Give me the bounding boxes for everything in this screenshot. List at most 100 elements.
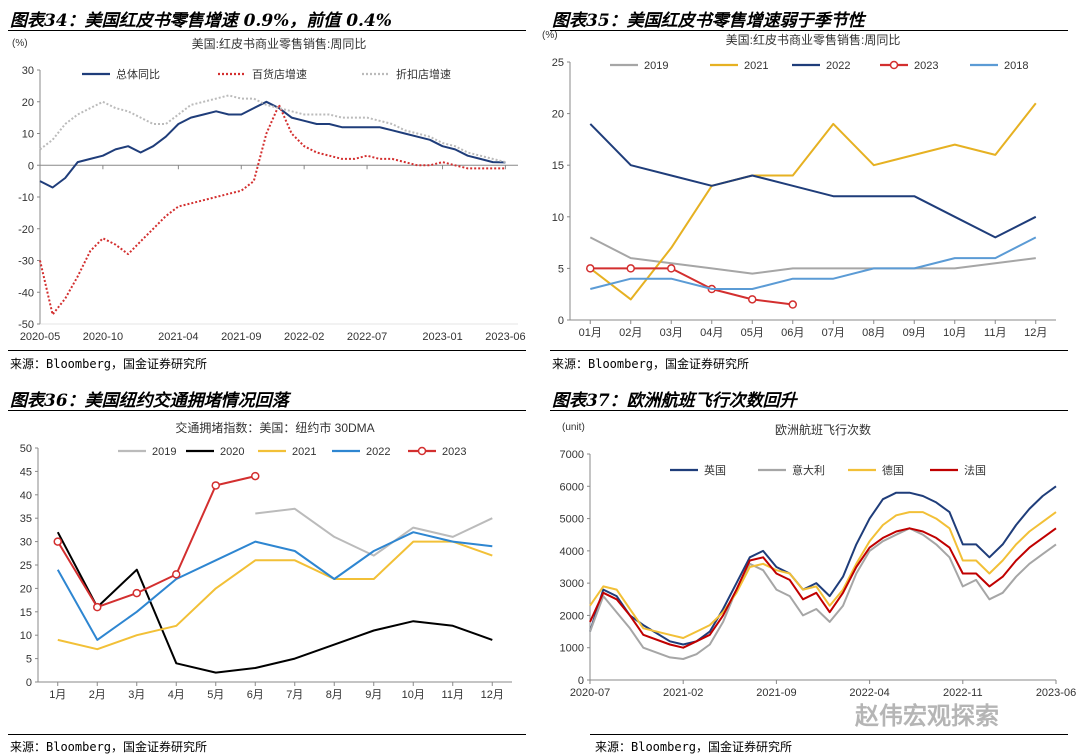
- y-tick-label: 20: [22, 97, 34, 109]
- x-tick-label: 08月: [862, 327, 885, 339]
- y-tick-label: 4000: [560, 546, 584, 558]
- x-tick-label: 07月: [822, 327, 845, 339]
- y-tick-label: -20: [18, 224, 34, 236]
- legend-label: 2019: [152, 446, 176, 458]
- series-line-德国: [589, 511, 1057, 639]
- y-axis-unit: (unit): [562, 422, 585, 433]
- legend-label: 2021: [744, 60, 768, 72]
- legend-label: 法国: [964, 463, 986, 477]
- x-tick-label: 12月: [1024, 327, 1047, 339]
- series-marker-2023: [586, 264, 595, 273]
- series-marker-2023: [93, 602, 102, 612]
- chart-title: 交通拥堵指数：美国：纽约市 30DMA: [175, 420, 374, 435]
- legend-label: 意大利: [792, 463, 825, 477]
- y-tick-label: 5: [558, 263, 564, 275]
- legend-label: 2022: [366, 446, 390, 458]
- series-line-总体同比: [39, 100, 506, 189]
- y-tick-label: 35: [20, 513, 32, 525]
- x-tick-label: 7月: [286, 689, 303, 701]
- y-tick-label: 3000: [560, 578, 584, 590]
- x-tick-label: 2022-04: [849, 687, 889, 699]
- x-tick-label: 09月: [903, 327, 926, 339]
- y-tick-label: 40: [20, 490, 32, 502]
- x-tick-label: 12月: [481, 689, 504, 701]
- series-line-2021: [57, 540, 493, 651]
- series-line-2021: [589, 102, 1037, 301]
- panel-title-36: 图表36：美国纽约交通拥堵情况回落: [10, 391, 289, 411]
- series-marker-2023: [788, 300, 797, 309]
- y-tick-label: 0: [578, 675, 584, 687]
- title-rule: [550, 410, 1068, 411]
- legend-label: 2020: [220, 446, 244, 458]
- series-marker-2023: [53, 537, 62, 546]
- y-tick-label: 10: [20, 630, 32, 642]
- y-tick-label: 7000: [560, 449, 584, 461]
- x-tick-label: 04月: [700, 327, 723, 339]
- x-tick-label: 2023-06: [1036, 687, 1076, 699]
- chart-nyc-traffic: 交通拥堵指数：美国：纽约市 30DMA504540353025201510501…: [20, 420, 512, 701]
- y-axis-unit: (%): [542, 30, 558, 41]
- y-tick-label: 5: [26, 654, 32, 666]
- series-line-2019: [255, 507, 493, 557]
- series-line-2019: [589, 236, 1036, 275]
- y-tick-label: 20: [20, 583, 32, 595]
- y-tick-label: 15: [552, 160, 564, 172]
- source-rule: [550, 350, 1068, 351]
- x-tick-label: 2020-05: [20, 331, 60, 343]
- y-tick-label: 0: [26, 677, 32, 689]
- series-line-百货店增速: [39, 103, 506, 316]
- x-tick-label: 1月: [49, 689, 66, 701]
- legend-label: 折扣店增速: [396, 67, 451, 81]
- x-tick-label: 2月: [89, 689, 106, 701]
- y-tick-label: 30: [22, 65, 34, 77]
- panel-title-34: 图表34：美国红皮书零售增速 0.9%，前值 0.4%: [10, 11, 392, 31]
- series-line-2020: [56, 531, 493, 674]
- chart-europe-flights: 欧洲航班飞行次数 (unit) 7000 6000 5000 4000 3000 2000 10…: [560, 422, 1077, 699]
- source-rule: [8, 734, 526, 735]
- source-rule: [590, 734, 1068, 735]
- legend-label: 2018: [1004, 60, 1028, 72]
- series-marker-2023: [748, 295, 757, 304]
- watermark: 赵伟宏观探索: [855, 702, 999, 730]
- legend-marker-2023: [889, 60, 899, 70]
- chart-title: 美国:红皮书商业零售销售:周同比: [726, 32, 901, 47]
- legend-label: 德国: [882, 463, 904, 477]
- y-tick-label: -30: [18, 256, 34, 268]
- y-tick-label: 25: [552, 57, 564, 69]
- x-tick-label: 2022-11: [943, 687, 983, 699]
- y-tick-label: 20: [552, 109, 564, 121]
- x-tick-label: 2020-10: [83, 331, 123, 343]
- series-line-2023: [56, 475, 256, 609]
- series-line-折扣店增速: [39, 94, 506, 164]
- x-tick-label: 05月: [741, 327, 764, 339]
- y-tick-label: 30: [20, 537, 32, 549]
- y-tick-label: 45: [20, 466, 32, 478]
- chart-redbook-seasonality: 美国:红皮书商业零售销售:周同比 (%) 25 20 15 10 5 0 01月 02月 03月 04…: [542, 30, 1056, 339]
- y-tick-label: 0: [558, 315, 564, 327]
- series-marker-2023: [172, 570, 181, 579]
- y-tick-label: 5000: [560, 514, 584, 526]
- y-tick-label: 0: [28, 160, 34, 172]
- chart-redbook-retail: 美国:红皮书商业零售销售:周同比 (%) 30 20 10 0 -10 -20 -30 -40 -5…: [12, 36, 526, 343]
- x-tick-label: 6月: [247, 689, 264, 701]
- x-tick-label: 2023-06: [485, 331, 525, 343]
- legend-marker-2023: [417, 446, 427, 456]
- panel-title-35: 图表35：美国红皮书零售增速弱于季节性: [552, 11, 865, 31]
- y-tick-label: 10: [552, 212, 564, 224]
- x-tick-label: 9月: [365, 689, 382, 701]
- legend-label: 2021: [292, 446, 316, 458]
- y-tick-label: 2000: [560, 610, 584, 622]
- series-line-法国: [589, 527, 1057, 649]
- x-tick-label: 2022-07: [347, 331, 387, 343]
- y-tick-label: -40: [18, 287, 34, 299]
- x-tick-label: 01月: [579, 327, 602, 339]
- x-tick-label: 11月: [984, 327, 1006, 339]
- series-marker-2023: [626, 264, 635, 273]
- legend-label: 2023: [914, 60, 938, 72]
- legend-label: 2023: [442, 446, 466, 458]
- y-axis-unit: (%): [12, 38, 28, 49]
- title-rule: [8, 410, 526, 411]
- title-rule: [550, 30, 1068, 31]
- source-note: 来源：Bloomberg，国金证券研究所: [552, 357, 750, 371]
- x-tick-label: 5月: [207, 689, 224, 701]
